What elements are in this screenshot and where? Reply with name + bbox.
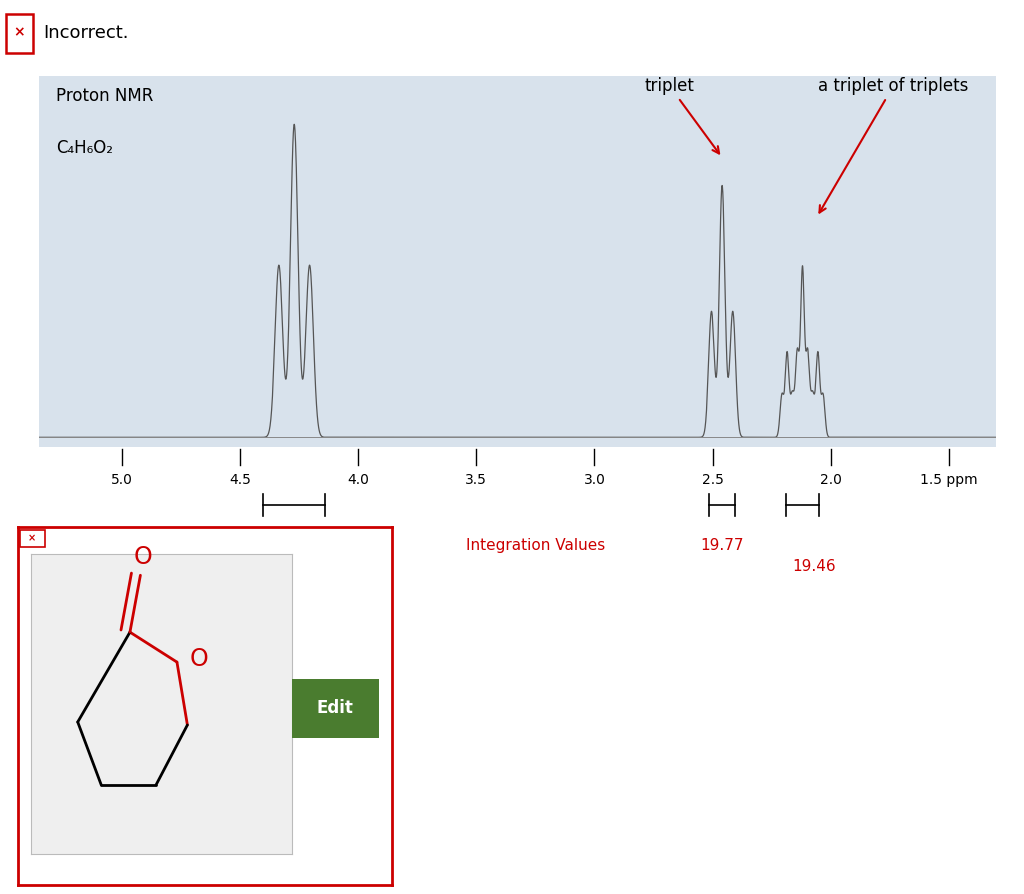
Text: O: O bbox=[189, 647, 209, 671]
Text: C₄H₆O₂: C₄H₆O₂ bbox=[56, 139, 113, 157]
Text: Edit: Edit bbox=[316, 699, 354, 718]
Text: 5.0: 5.0 bbox=[111, 473, 132, 487]
Text: Proton NMR: Proton NMR bbox=[56, 87, 154, 105]
FancyBboxPatch shape bbox=[287, 676, 384, 741]
Text: 19.46: 19.46 bbox=[793, 559, 836, 574]
Text: 2.5: 2.5 bbox=[701, 473, 724, 487]
Text: 19.77: 19.77 bbox=[700, 537, 743, 552]
Text: ×: × bbox=[13, 26, 26, 39]
Text: ×: × bbox=[29, 534, 36, 544]
Text: 2.0: 2.0 bbox=[820, 473, 842, 487]
Text: 4.0: 4.0 bbox=[347, 473, 369, 487]
Text: Integration Values: Integration Values bbox=[466, 537, 605, 552]
Text: triplet: triplet bbox=[644, 77, 719, 154]
Text: O: O bbox=[133, 545, 153, 569]
Text: a triplet of triplets: a triplet of triplets bbox=[818, 77, 969, 213]
Text: Incorrect.: Incorrect. bbox=[43, 23, 129, 41]
Text: 1.5 ppm: 1.5 ppm bbox=[921, 473, 978, 487]
FancyBboxPatch shape bbox=[6, 13, 33, 53]
FancyBboxPatch shape bbox=[20, 530, 45, 547]
Text: 18.02: 18.02 bbox=[272, 537, 316, 552]
Text: 3.5: 3.5 bbox=[465, 473, 487, 487]
Text: 4.5: 4.5 bbox=[229, 473, 251, 487]
Text: 3.0: 3.0 bbox=[584, 473, 605, 487]
